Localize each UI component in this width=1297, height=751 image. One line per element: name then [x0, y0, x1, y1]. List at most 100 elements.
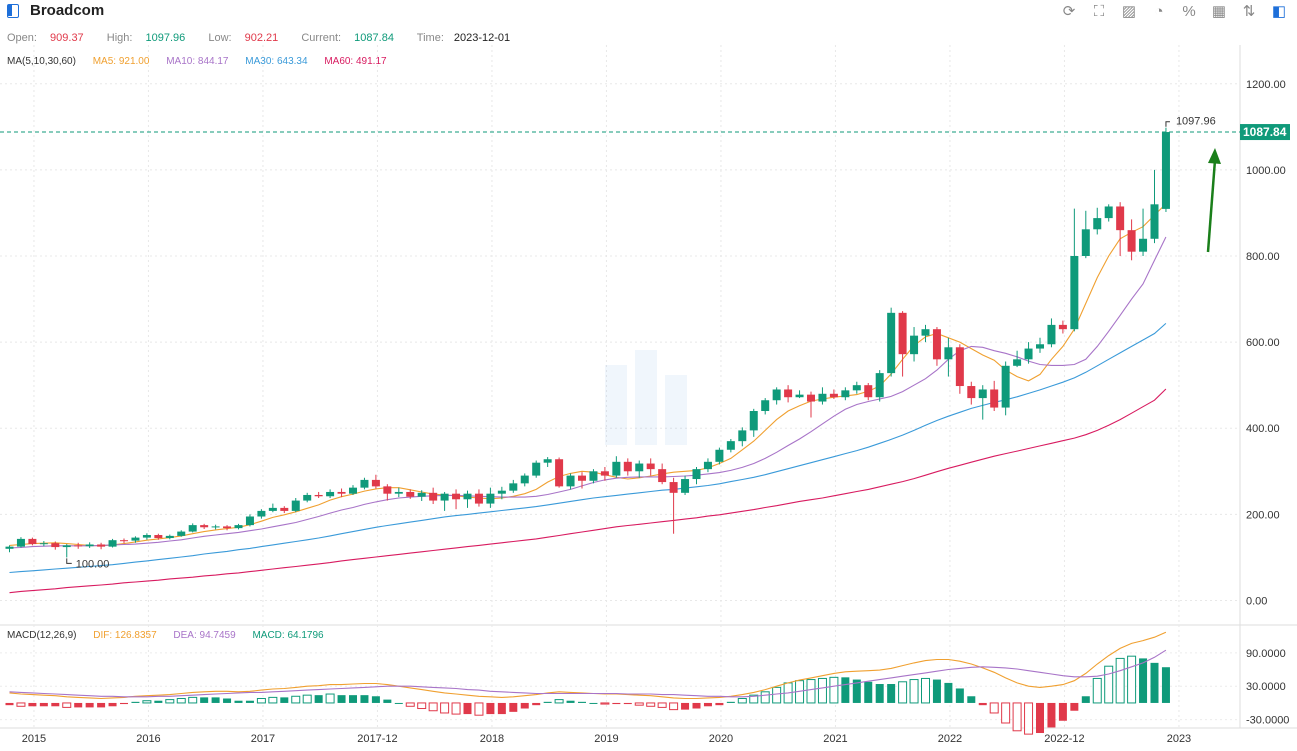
candle-body [829, 393, 838, 398]
price-tag [1240, 124, 1290, 141]
candle-body [967, 386, 976, 399]
candle-body [303, 494, 312, 501]
x-tick-label: 2020 [709, 733, 733, 745]
candle-body [646, 463, 655, 470]
percent-icon[interactable]: % [1182, 3, 1196, 20]
toolbar: ⟳ ⛶ ▨ ◔ % ▦ ⇅ ◧ [1059, 3, 1289, 21]
candle-body [223, 526, 232, 529]
grid-icon[interactable]: ▦ [1211, 3, 1227, 20]
ma5-line [9, 203, 1167, 547]
pie-icon[interactable]: ◔ [1154, 3, 1164, 20]
time-label: Time: [416, 32, 444, 44]
macd-bar [532, 702, 541, 706]
candle-body [371, 479, 380, 487]
candle-body [703, 461, 712, 470]
macd-bar [1139, 658, 1148, 703]
dea-line [9, 649, 1167, 698]
macd-bar [200, 697, 209, 703]
ma-legend-label: MA(5,10,30,60) [7, 56, 76, 67]
compare-icon[interactable]: ⇅ [1242, 3, 1256, 20]
candle-body [486, 493, 495, 504]
page-title: Broadcom [30, 2, 105, 19]
current-label: Current: [301, 32, 342, 44]
macd-bar [486, 702, 495, 715]
macd-bar [967, 696, 976, 703]
ma10-line [9, 236, 1167, 549]
macd-bar [921, 677, 930, 704]
candle-body [326, 491, 335, 497]
sidebar-toggle-icon[interactable] [7, 4, 19, 18]
macd-bar [955, 688, 964, 703]
x-tick-label: 2017-12 [357, 733, 397, 745]
candle-body [291, 500, 300, 511]
layout-icon[interactable]: ◧ [1271, 3, 1287, 20]
candle-body [875, 373, 884, 398]
macd-bar [726, 701, 735, 703]
candle-body [497, 490, 506, 494]
x-tick-label: 2018 [480, 733, 504, 745]
candle-body [852, 385, 861, 391]
macd-bar [509, 702, 518, 712]
candle-body [177, 531, 186, 536]
ma-legend: MA(5,10,30,60) MA5: 921.00 MA10: 844.17 … [7, 56, 401, 67]
axes: 0.00 200.00 400.00 600.00 800.00 1000.00 1200.… [22, 79, 1290, 745]
macd-bar [887, 684, 896, 703]
low-label: Low: [208, 32, 232, 44]
y-tick-label: 600.00 [1246, 337, 1280, 349]
candle-body [234, 525, 243, 529]
macd-bar [669, 702, 679, 711]
candle-body [726, 441, 735, 450]
macd-bar [875, 684, 884, 703]
candle-body [509, 483, 518, 491]
candle-body [795, 394, 804, 398]
candle-body [932, 329, 941, 360]
x-tick-label: 2019 [594, 733, 618, 745]
macd-bar [234, 700, 243, 703]
draw-icon[interactable]: ⛶ [1093, 3, 1105, 20]
candle-body [1013, 359, 1022, 366]
candle-body [749, 411, 758, 431]
ma-lines [9, 203, 1167, 594]
macd-bar [165, 699, 175, 704]
dea-legend: DEA: 94.7459 [173, 630, 236, 641]
candle-body [944, 347, 953, 360]
macd-bar [841, 677, 850, 703]
candle-body [417, 492, 426, 497]
macd-bar [176, 697, 186, 704]
ma10-legend: MA10: 844.17 [166, 56, 229, 67]
macd-bar [829, 676, 839, 704]
indicator-icon[interactable]: ▨ [1121, 3, 1137, 20]
candle-body [1161, 132, 1170, 209]
x-tick-label: 2017 [251, 733, 275, 745]
high-marker-arrow [1165, 121, 1170, 127]
low-marker-label: 100.00 [76, 558, 110, 570]
macd-tick-label: -30.0000 [1246, 715, 1289, 727]
macd-bar [74, 702, 83, 708]
macd-bar [1115, 657, 1125, 704]
candle-body [142, 535, 151, 538]
macd-bar [1001, 702, 1011, 724]
macd-bar [909, 679, 919, 704]
macd-bar [612, 702, 621, 705]
refresh-icon[interactable]: ⟳ [1062, 3, 1076, 20]
macd-bar [51, 702, 60, 707]
candle-body [337, 491, 346, 494]
macd-bar [898, 681, 908, 704]
watermark-bar [605, 365, 627, 445]
candle-body [257, 510, 266, 517]
macd-bar [852, 679, 861, 703]
candle-body [635, 463, 644, 472]
candle-body [841, 390, 850, 398]
candle-body [62, 545, 71, 548]
trend-arrow-shaft [1206, 159, 1217, 253]
macd-bar [440, 702, 450, 714]
candle-body [131, 537, 140, 541]
macd-bar [405, 702, 415, 707]
macd-bar [1150, 662, 1159, 703]
macd-bar [543, 701, 552, 703]
top-bar: Broadcom ⟳ ⛶ ▨ ◔ % ▦ ⇅ ◧ [0, 0, 1297, 24]
candle-body [1024, 348, 1033, 360]
macd-bar [394, 702, 403, 704]
candle-body [5, 546, 14, 549]
